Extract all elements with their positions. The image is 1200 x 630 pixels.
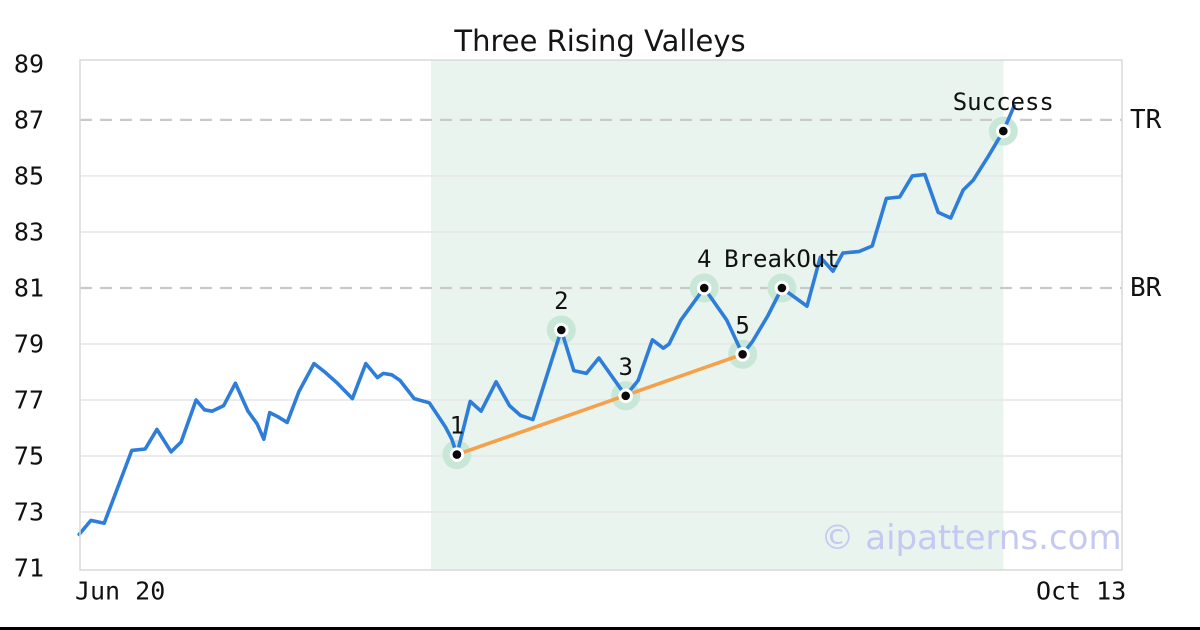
marker-label-3: 3: [618, 353, 632, 381]
y-tick-label-83: 83: [14, 218, 44, 247]
marker-label-1: 1: [450, 412, 464, 440]
level-label-BR: BR: [1130, 273, 1162, 303]
watermark: © aipatterns.com: [820, 518, 1122, 558]
y-tick-label-73: 73: [14, 498, 44, 527]
trendline: [455, 352, 745, 457]
marker-label-4: 4: [697, 245, 711, 273]
marker-label-5: 5: [735, 311, 749, 339]
y-tick-label-85: 85: [14, 161, 44, 190]
y-tick-label-89: 89: [14, 49, 44, 78]
x-tick-label: Jun 20: [75, 577, 165, 606]
marker-dot-2: [557, 325, 566, 335]
y-tick-label-75: 75: [14, 442, 44, 471]
marker-label-BreakOut: BreakOut: [724, 245, 840, 273]
marker-dot-Success: [999, 126, 1008, 136]
marker-dot-3: [621, 391, 630, 401]
y-tick-label-79: 79: [14, 330, 44, 359]
page-title: Three Rising Valleys: [454, 24, 746, 58]
level-label-TR: TR: [1130, 105, 1162, 135]
marker-label-2: 2: [554, 287, 568, 315]
marker-dot-BreakOut: [777, 283, 787, 293]
x-tick-label: Oct 13: [1036, 577, 1126, 606]
bottom-bar: [0, 627, 1200, 630]
marker-dot-4: [699, 283, 709, 293]
marker-label-Success: Success: [953, 88, 1054, 116]
marker-dot-5: [738, 350, 747, 359]
y-tick-label-77: 77: [14, 386, 44, 415]
y-tick-label-71: 71: [14, 554, 44, 583]
plot-border: [79, 59, 1123, 571]
price-line: [77, 104, 1017, 537]
marker-dot-1: [452, 450, 462, 459]
y-tick-label-87: 87: [14, 105, 44, 134]
pattern-zone: [431, 60, 1004, 570]
y-tick-label-81: 81: [14, 274, 44, 303]
